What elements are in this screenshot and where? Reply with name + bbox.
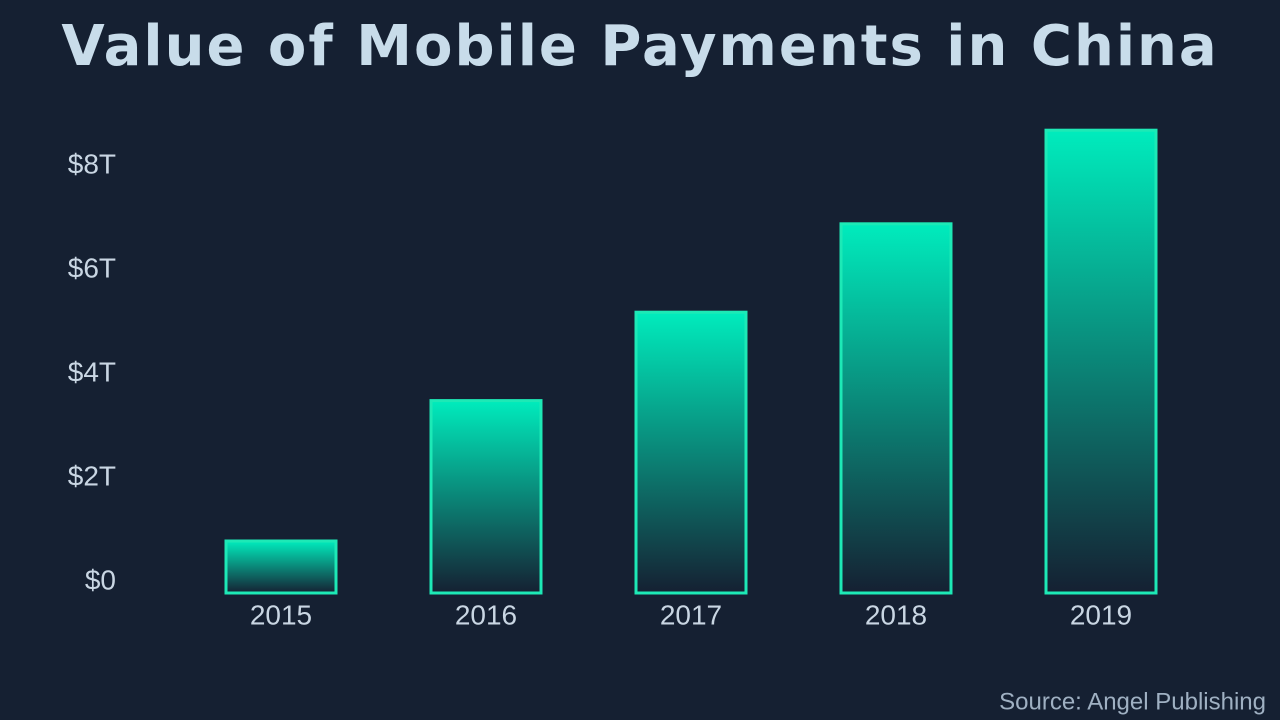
x-tick-label: 2019 xyxy=(1070,599,1132,630)
bar xyxy=(839,222,953,595)
bar xyxy=(1044,128,1158,595)
bar xyxy=(429,399,543,595)
x-tick-label: 2018 xyxy=(865,599,927,630)
x-tick-label: 2016 xyxy=(455,599,517,630)
y-tick-label: $4T xyxy=(68,356,116,387)
chart-title: Value of Mobile Payments in China xyxy=(61,14,1218,79)
y-tick-label: $0 xyxy=(85,564,116,595)
x-tick-label: 2015 xyxy=(250,599,312,630)
y-tick-label: $6T xyxy=(68,252,116,283)
x-tick-label: 2017 xyxy=(660,599,722,630)
bar xyxy=(634,310,748,595)
bar xyxy=(224,539,338,595)
source: Source: Angel Publishing xyxy=(999,688,1266,715)
y-tick-label: $8T xyxy=(68,148,116,179)
y-tick-label: $2T xyxy=(68,460,116,491)
